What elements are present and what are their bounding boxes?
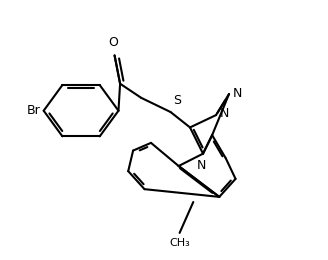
Text: N: N	[197, 159, 206, 172]
Text: Br: Br	[27, 104, 40, 117]
Text: CH₃: CH₃	[169, 238, 190, 248]
Text: O: O	[108, 36, 118, 49]
Text: N: N	[220, 107, 229, 120]
Text: N: N	[233, 87, 242, 100]
Text: S: S	[173, 94, 181, 107]
